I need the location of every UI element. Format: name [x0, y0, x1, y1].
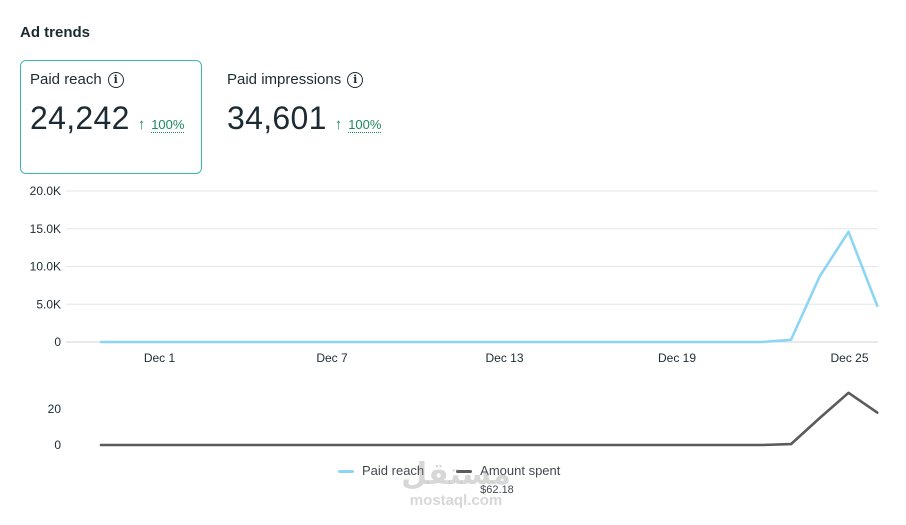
y-tick-label: 10.0K: [30, 260, 61, 274]
section-title: Ad trends: [20, 24, 91, 41]
metric-card-paid-impressions[interactable]: Paid impressions i 34,601 ↑ 100%: [217, 60, 417, 174]
arrow-up-icon: ↑: [334, 116, 343, 133]
metric-value: 24,242: [30, 100, 130, 136]
metric-card-paid-reach[interactable]: Paid reach i 24,242 ↑ 100%: [20, 60, 202, 174]
series-line-amount-spent: [99, 391, 879, 447]
trend-percent[interactable]: 100%: [151, 117, 185, 133]
chart-legend: Paid reach Amount spent $62.18: [338, 463, 560, 496]
y-tick-label: 0: [54, 438, 61, 452]
legend-sub-value: $62.18: [480, 484, 514, 496]
x-tick-label: Dec 25: [830, 351, 868, 365]
legend-label: Amount spent: [480, 463, 561, 478]
legend-item-amount-spent[interactable]: Amount spent $62.18: [456, 463, 560, 496]
metric-label: Paid impressions: [227, 71, 342, 88]
y-tick-label: 20.0K: [30, 184, 61, 198]
legend-label: Paid reach: [362, 463, 425, 478]
x-tick-label: Dec 7: [316, 351, 348, 365]
metric-value: 34,601: [227, 100, 327, 136]
x-tick-label: Dec 19: [658, 351, 696, 365]
x-tick-label: Dec 1: [144, 351, 176, 365]
info-icon[interactable]: i: [107, 71, 124, 88]
y-tick-label: 15.0K: [30, 222, 61, 236]
x-tick-label: Dec 13: [485, 351, 523, 365]
legend-swatch-paid-reach: [338, 470, 354, 473]
trend-percent[interactable]: 100%: [348, 117, 382, 133]
y-tick-label: 20: [48, 402, 62, 416]
metric-label: Paid reach: [30, 71, 102, 88]
y-tick-label: 0: [54, 335, 61, 349]
y-tick-label: 5.0K: [36, 297, 61, 311]
info-icon[interactable]: i: [347, 71, 364, 88]
series-line-paid-reach: [99, 230, 879, 344]
legend-item-paid-reach[interactable]: Paid reach: [338, 463, 424, 496]
arrow-up-icon: ↑: [137, 116, 146, 133]
legend-swatch-amount-spent: [456, 470, 473, 473]
